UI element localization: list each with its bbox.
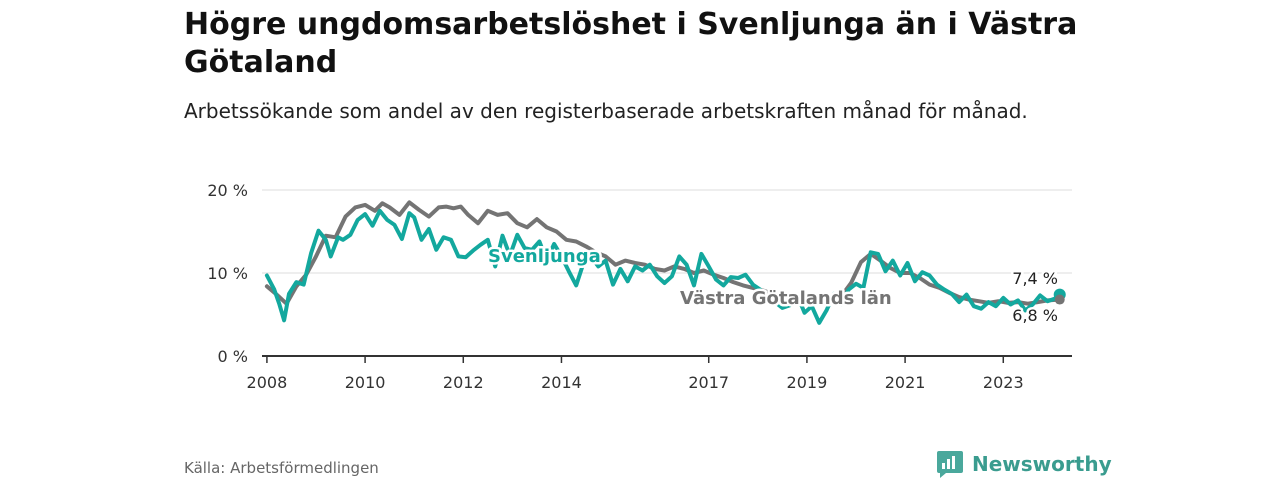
series-label-vastra-gotaland-halo: Västra Götalands län	[680, 288, 892, 309]
brand-logo: Newsworthy	[936, 448, 1112, 480]
newsworthy-logo-icon	[937, 451, 963, 478]
chart-subtitle: Arbetssökande som andel av den registerb…	[184, 99, 1028, 123]
x-tick-label: 2019	[787, 373, 828, 392]
end-value-svenljunga-halo: 7,4 %	[1012, 269, 1058, 288]
y-tick-label: 10 %	[207, 264, 248, 283]
x-tick-label: 2014	[541, 373, 582, 392]
vastra-end-point	[1054, 294, 1065, 305]
line-chart: 0 % 10 % 20 % 2008 2010 2012 2014 2017 2019 2021…	[207, 181, 1072, 392]
source-note: Källa: Arbetsförmedlingen	[184, 459, 379, 477]
series-label-svenljunga-halo: Svenljunga	[488, 246, 601, 267]
x-axis: 2008 2010 2012 2014 2017 2019 2021 2023	[247, 355, 1072, 392]
end-value-vastra-gotaland: 6,8 %	[1012, 306, 1058, 325]
end-value-vastra-gotaland-halo: 6,8 %	[1012, 306, 1058, 325]
chart-title: Högre ungdomsarbetslöshet i Svenljunga ä…	[184, 7, 1078, 80]
y-axis-labels: 0 % 10 % 20 %	[207, 181, 248, 366]
y-tick-label: 20 %	[207, 181, 248, 200]
brand-name: Newsworthy	[972, 452, 1112, 476]
y-tick-label: 0 %	[218, 347, 248, 366]
x-tick-label: 2023	[983, 373, 1024, 392]
x-tick-label: 2012	[443, 373, 484, 392]
x-tick-label: 2008	[247, 373, 288, 392]
series-lines	[264, 200, 1066, 325]
end-value-svenljunga: 7,4 %	[1012, 269, 1058, 288]
x-tick-label: 2010	[345, 373, 386, 392]
gridlines	[262, 189, 1072, 274]
x-tick-label: 2017	[688, 373, 729, 392]
series-label-vastra-gotaland: Västra Götalands län	[680, 288, 892, 309]
series-label-svenljunga: Svenljunga	[488, 246, 601, 267]
x-tick-label: 2021	[885, 373, 926, 392]
series-line-svenljunga	[264, 208, 1062, 325]
